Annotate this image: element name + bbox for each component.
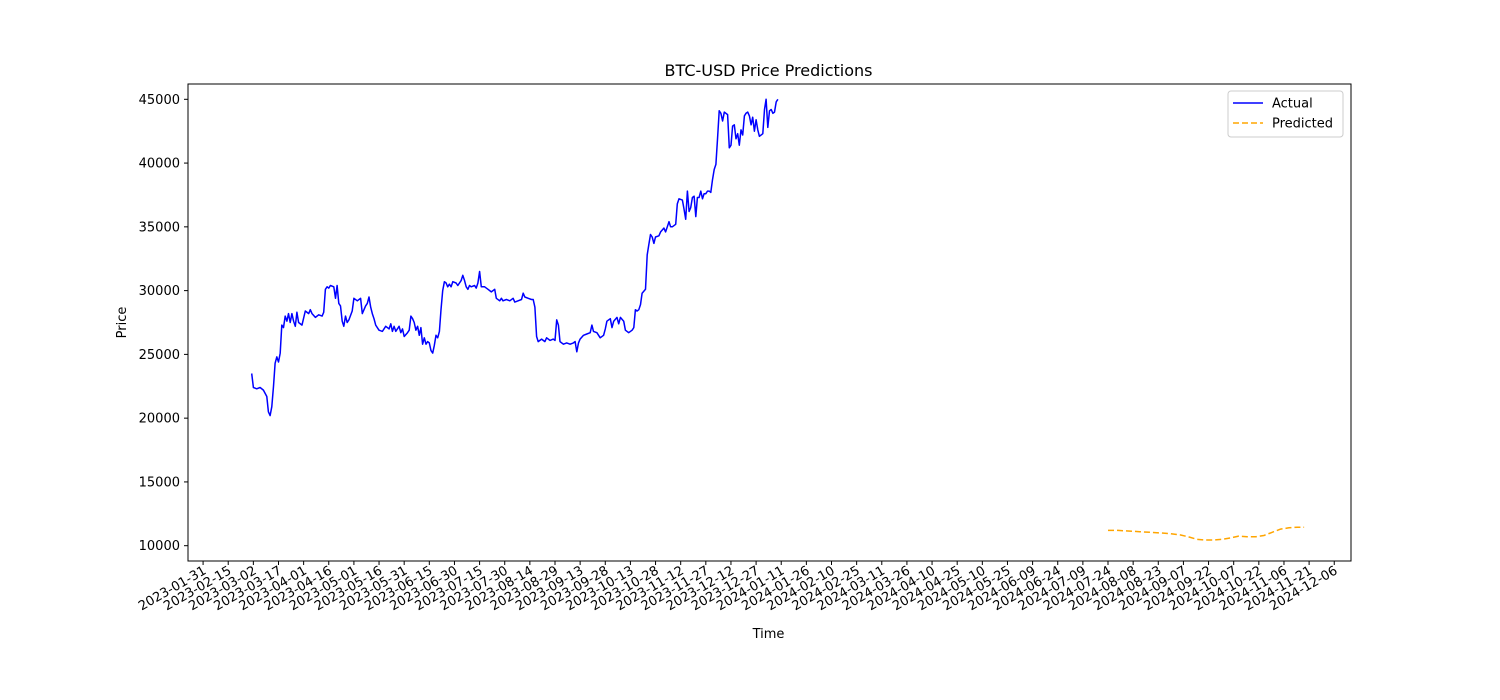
y-tick-label: 40000	[139, 157, 180, 172]
y-axis-label: Price	[115, 307, 130, 339]
y-tick-label: 15000	[139, 475, 180, 490]
series-predicted-line	[1108, 526, 1305, 541]
y-axis: 10000 15000 20000 25000 30000 35000 40000 45000	[139, 93, 188, 554]
legend: Actual Predicted	[1227, 90, 1344, 138]
y-tick-label: 30000	[139, 284, 180, 299]
y-tick-label: 45000	[139, 93, 180, 108]
chart-title: BTC-USD Price Predictions	[665, 61, 873, 80]
x-axis-label: Time	[752, 627, 785, 642]
legend-predicted-label: Predicted	[1272, 117, 1333, 132]
legend-actual-label: Actual	[1272, 97, 1313, 112]
y-tick-label: 20000	[139, 412, 180, 427]
series-layer	[250, 98, 1305, 541]
y-tick-label: 10000	[139, 539, 180, 554]
plot-frame	[187, 83, 1352, 562]
plot-area: 10000 15000 20000 25000 30000 35000 40000 45000…	[136, 83, 1352, 614]
y-tick-label: 25000	[139, 348, 180, 363]
series-actual-line	[250, 98, 779, 417]
y-tick-label: 35000	[139, 220, 180, 235]
x-axis: 2023-01-312023-02-152023-03-022023-03-17…	[136, 561, 1340, 614]
